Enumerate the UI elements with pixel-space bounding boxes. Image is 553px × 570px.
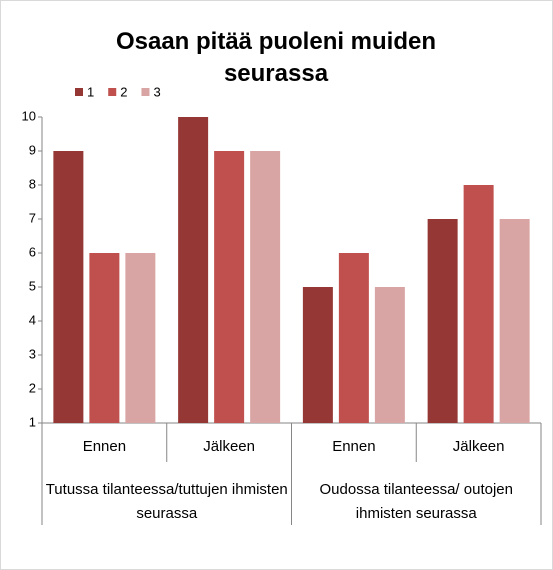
bar [302, 287, 333, 423]
y-tick-label: 7 [29, 210, 36, 225]
bar [338, 253, 369, 423]
y-tick-label: 4 [29, 312, 36, 327]
bar [427, 219, 458, 423]
bar [463, 185, 494, 423]
group-label: Oudossa tilanteessa/ outojen ihmisten se… [319, 481, 513, 522]
legend-label: 3 [153, 84, 160, 99]
bar [53, 151, 84, 423]
group-label: Tutussa tilanteessa/tuttujen ihmisten se… [45, 481, 288, 522]
x-tick-label: Jälkeen [203, 438, 255, 455]
bar [499, 219, 530, 423]
chart-title: Osaan pitää puoleni muiden seurassa [115, 28, 437, 87]
bar [374, 287, 405, 423]
y-tick-label: 6 [29, 244, 36, 259]
legend-label: 1 [87, 84, 94, 99]
y-tick-label: 1 [29, 414, 36, 429]
y-tick-label: 2 [29, 380, 36, 395]
y-tick-label: 10 [22, 108, 36, 123]
x-tick-label: Jälkeen [453, 438, 505, 455]
x-tick-label: Ennen [83, 438, 126, 455]
y-tick-label: 8 [29, 176, 36, 191]
x-tick-label: Ennen [332, 438, 375, 455]
bar [250, 151, 281, 423]
bar [89, 253, 120, 423]
bar [214, 151, 245, 423]
legend-swatch [141, 88, 150, 96]
bar [178, 117, 209, 423]
legend-label: 2 [120, 84, 127, 99]
y-tick-label: 3 [29, 346, 36, 361]
y-tick-label: 5 [29, 278, 36, 293]
bar [125, 253, 156, 423]
y-tick-label: 9 [29, 142, 36, 157]
legend-swatch [75, 88, 83, 96]
legend-swatch [108, 88, 117, 96]
